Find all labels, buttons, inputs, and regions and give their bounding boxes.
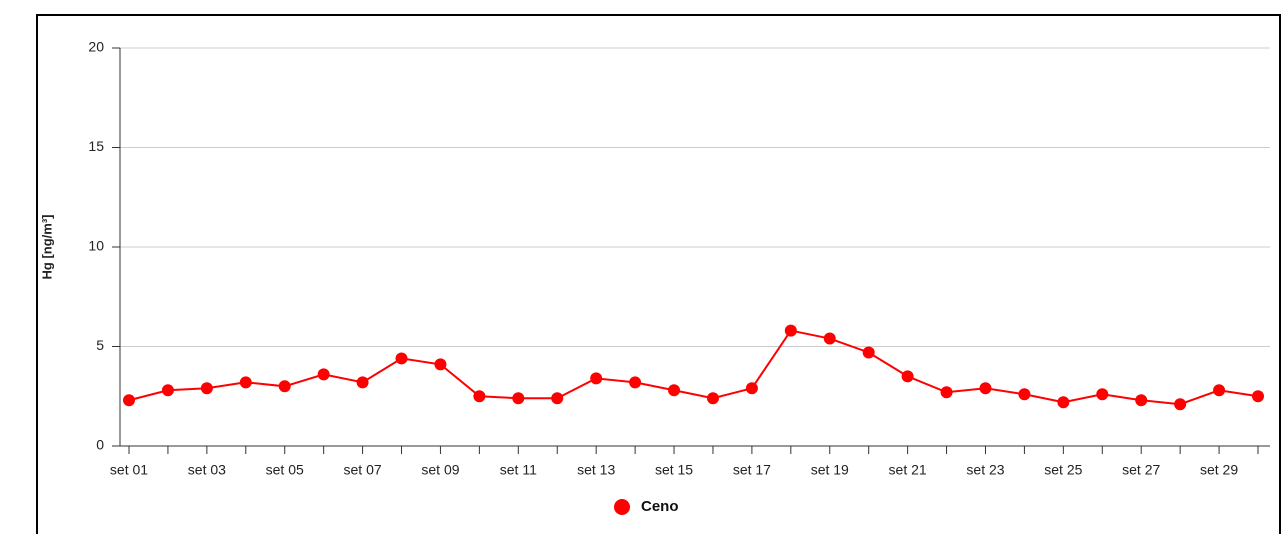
data-point <box>239 376 252 389</box>
y-tick-label: 5 <box>96 337 104 353</box>
data-point <box>278 380 291 393</box>
legend-marker <box>614 499 630 515</box>
x-tick-label: set 27 <box>1122 462 1160 478</box>
y-tick-label: 20 <box>88 39 104 55</box>
data-point <box>512 392 525 405</box>
y-tick-label: 10 <box>88 238 104 254</box>
x-tick-label: set 21 <box>889 462 927 478</box>
data-point <box>317 368 330 381</box>
data-point <box>590 372 603 385</box>
data-point <box>706 392 719 405</box>
x-tick-label: set 11 <box>500 462 537 478</box>
data-point <box>434 358 447 371</box>
x-tick-label: set 07 <box>344 462 382 478</box>
data-point <box>551 392 564 405</box>
y-axis-label: Hg [ng/m³] <box>39 215 54 280</box>
data-point <box>745 382 758 395</box>
data-point <box>161 384 174 397</box>
data-point <box>979 382 992 395</box>
x-tick-label: set 05 <box>266 462 304 478</box>
data-point <box>940 386 953 399</box>
x-tick-label: set 13 <box>577 462 615 478</box>
data-point <box>356 376 369 389</box>
y-tick-label: 0 <box>96 437 104 453</box>
data-point <box>784 324 797 337</box>
data-point <box>862 346 875 359</box>
legend-label: Ceno <box>641 498 679 515</box>
data-point <box>1252 390 1264 403</box>
data-point <box>200 382 213 395</box>
y-tick-label: 15 <box>88 138 104 154</box>
x-tick-label: set 19 <box>811 462 849 478</box>
frame <box>36 14 1281 534</box>
x-tick-label: set 17 <box>733 462 771 478</box>
x-tick-label: set 03 <box>188 462 226 478</box>
data-point <box>1174 398 1187 411</box>
data-point <box>901 370 914 383</box>
data-point <box>1213 384 1226 397</box>
data-point <box>395 352 408 365</box>
data-point <box>629 376 642 389</box>
x-tick-label: set 29 <box>1200 462 1238 478</box>
x-tick-label: set 15 <box>655 462 693 478</box>
data-point <box>1057 396 1070 409</box>
data-point <box>668 384 681 397</box>
data-point <box>473 390 486 403</box>
data-point <box>1135 394 1148 407</box>
x-tick-label: set 09 <box>421 462 459 478</box>
data-point <box>1096 388 1109 401</box>
data-point <box>123 394 135 407</box>
data-point <box>1018 388 1031 401</box>
data-point <box>823 332 836 345</box>
x-tick-label: set 23 <box>966 462 1004 478</box>
x-tick-label: set 01 <box>110 462 148 478</box>
series-line <box>128 329 1259 406</box>
x-tick-label: set 25 <box>1044 462 1082 478</box>
